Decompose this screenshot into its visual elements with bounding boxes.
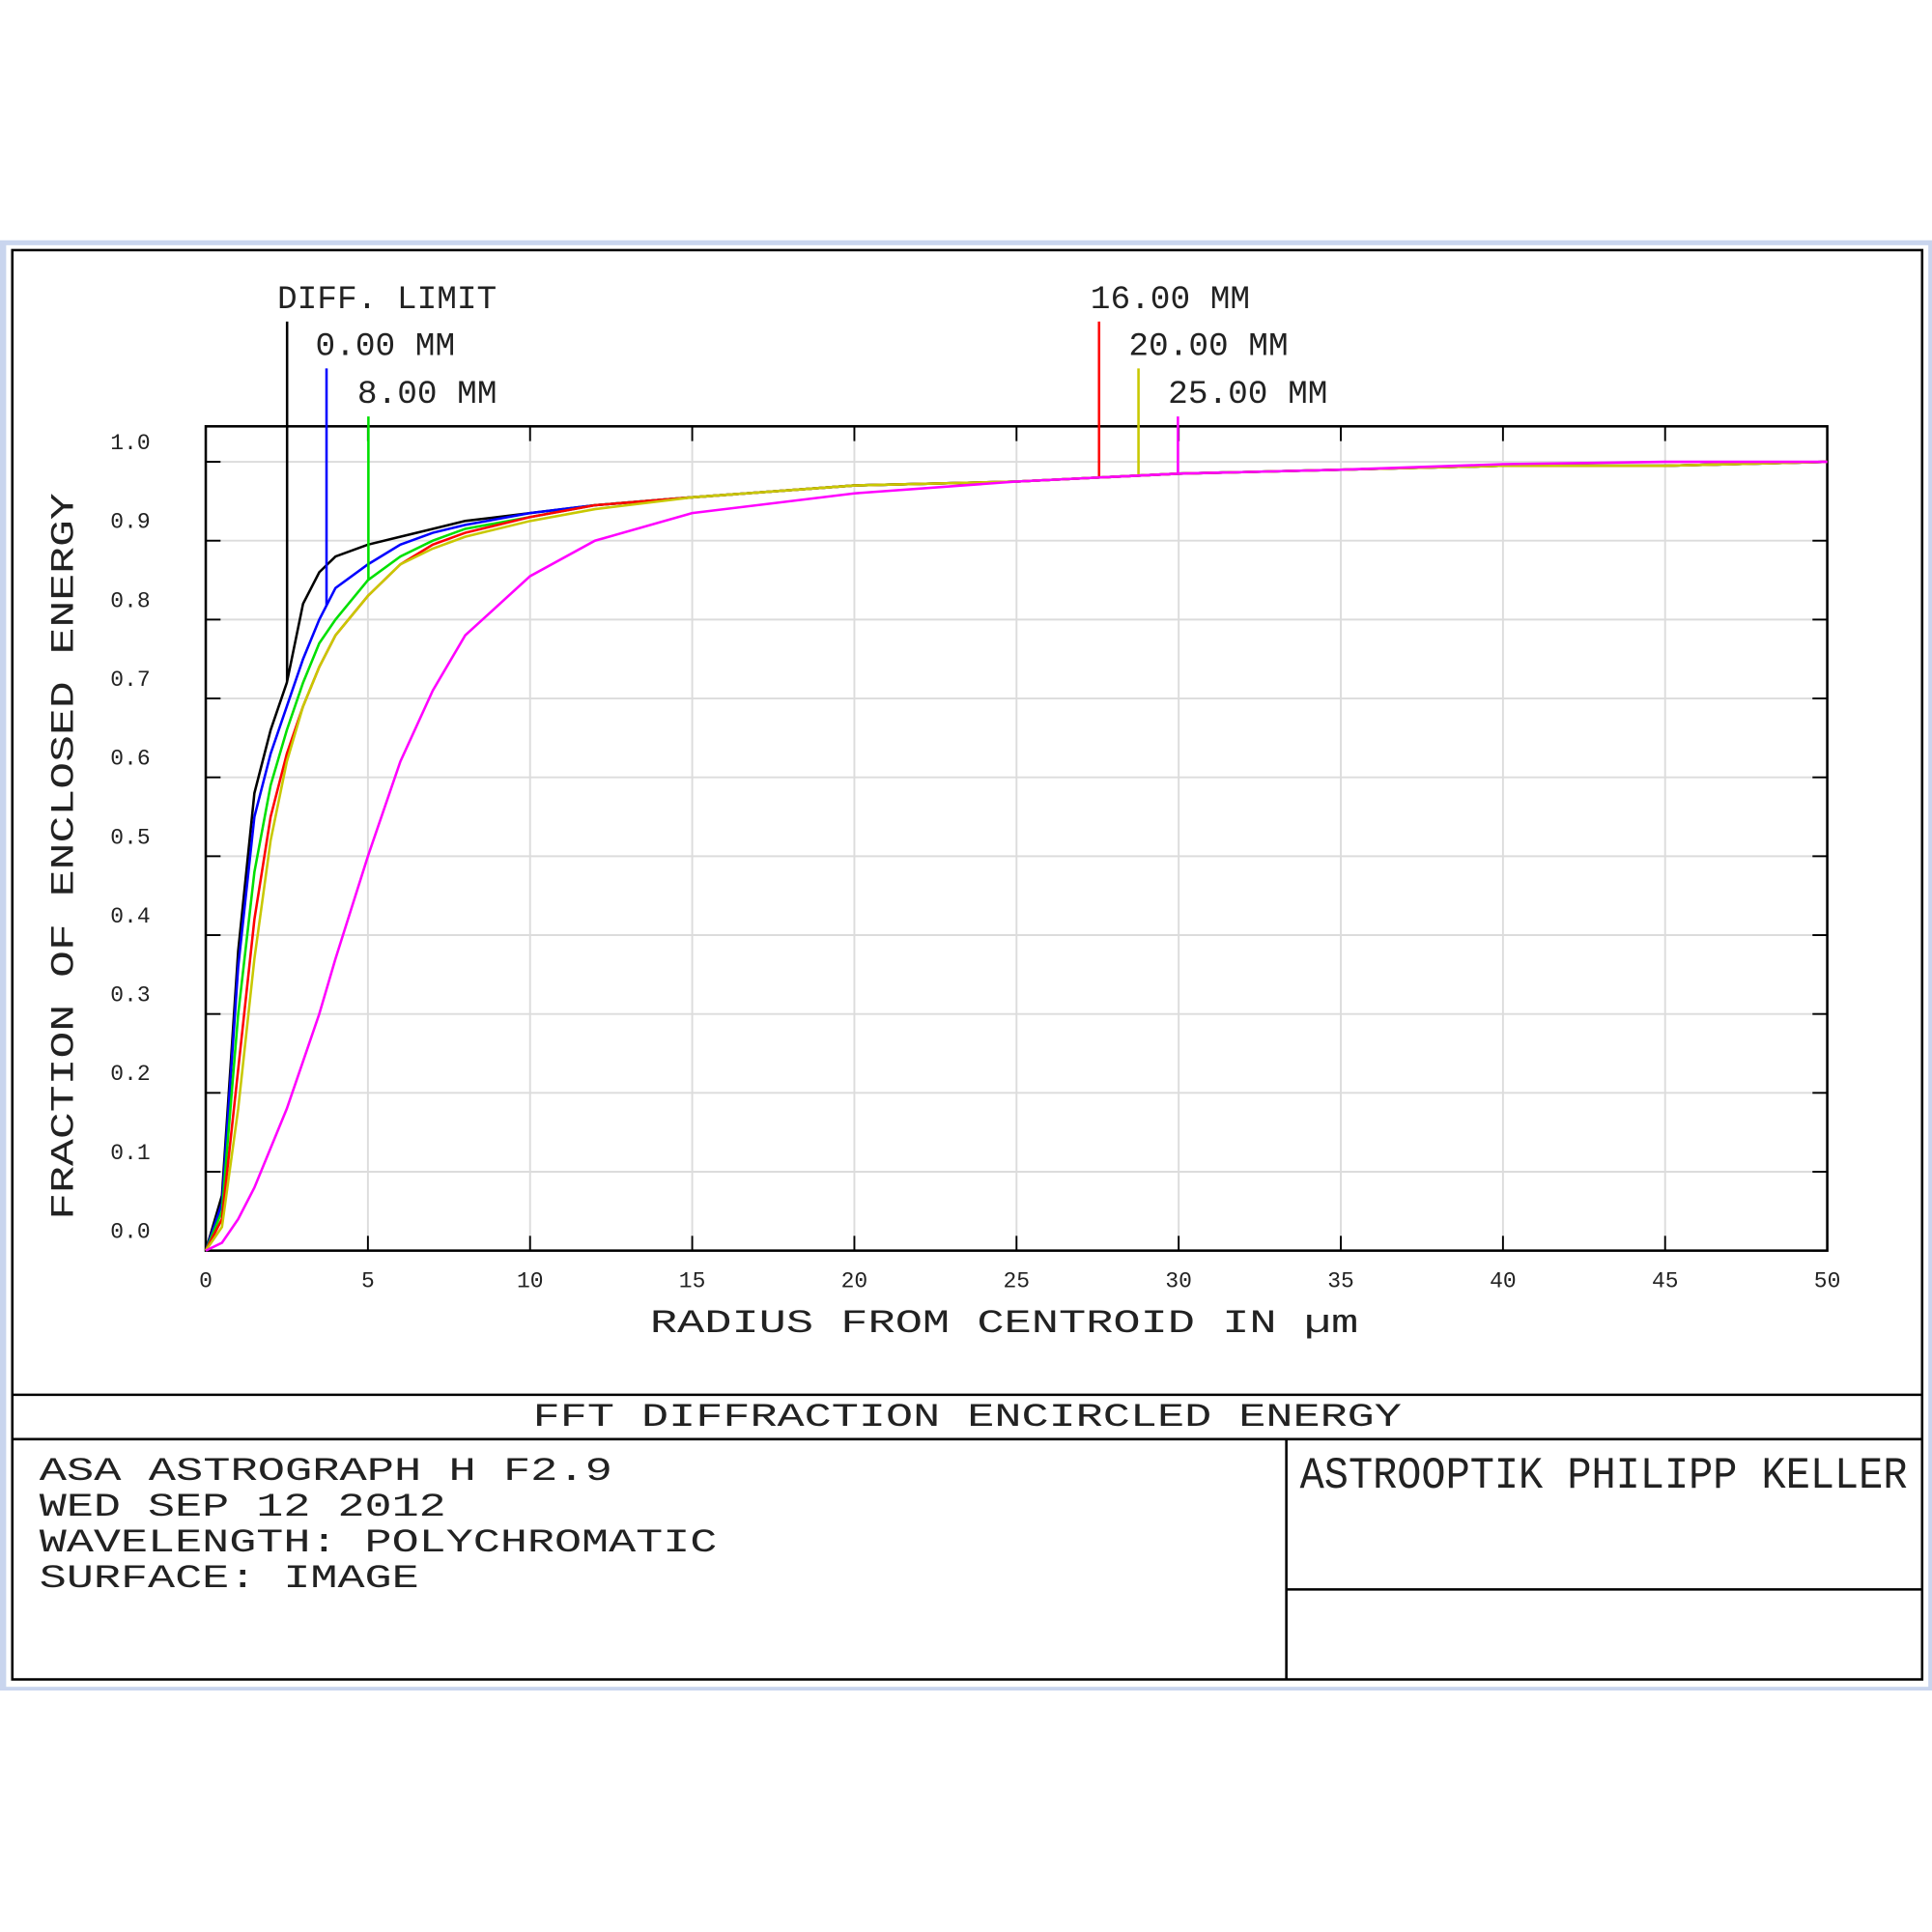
y-tick-label: 0.5 xyxy=(110,825,150,850)
x-tick-label: 30 xyxy=(1165,1269,1192,1294)
x-tick-label: 45 xyxy=(1652,1269,1679,1294)
y-tick-label: 0.3 xyxy=(110,983,150,1009)
x-tick-label: 20 xyxy=(841,1269,868,1294)
y-tick-label: 0.8 xyxy=(110,588,150,613)
y-tick-label: 0.1 xyxy=(110,1141,150,1166)
x-tick-label: 50 xyxy=(1814,1269,1841,1294)
x-tick-label: 15 xyxy=(679,1269,706,1294)
legend-label: DIFF. LIMIT xyxy=(277,281,497,319)
y-tick-label: 0.2 xyxy=(110,1062,150,1087)
info-line: SURFACE: IMAGE xyxy=(40,1560,419,1598)
chart-title: FFT DIFFRACTION ENCIRCLED ENERGY xyxy=(533,1399,1403,1436)
x-tick-label: 40 xyxy=(1490,1269,1517,1294)
info-line: WAVELENGTH: POLYCHROMATIC xyxy=(40,1524,718,1562)
legend-label: 20.00 MM xyxy=(1128,328,1288,366)
legend-label: 8.00 MM xyxy=(357,376,497,413)
x-tick-label: 10 xyxy=(517,1269,544,1294)
plot-frame xyxy=(204,425,1829,1252)
y-tick-label: 0.7 xyxy=(110,668,150,693)
y-axis-label: FRACTION OF ENCLOSED ENERGY xyxy=(45,493,83,1220)
frame xyxy=(11,248,1924,1681)
y-tick-label: 0.0 xyxy=(110,1220,150,1245)
x-axis-label: RADIUS FROM CENTROID IN µm xyxy=(650,1305,1358,1343)
x-tick-label: 25 xyxy=(1004,1269,1031,1294)
legend-label: 25.00 MM xyxy=(1168,376,1327,413)
y-tick-label: 0.6 xyxy=(110,747,150,772)
x-tick-label: 35 xyxy=(1327,1269,1354,1294)
y-tick-label: 0.9 xyxy=(110,510,150,535)
x-tick-label: 5 xyxy=(361,1269,375,1294)
company: ASTROOPTIK PHILIPP KELLER xyxy=(1300,1451,1908,1501)
info-line: WED SEP 12 2012 xyxy=(40,1489,446,1526)
y-tick-label: 1.0 xyxy=(110,431,150,456)
series-line xyxy=(205,460,1828,1252)
x-tick-label: 0 xyxy=(199,1269,213,1294)
legend-label: 0.00 MM xyxy=(316,328,456,366)
y-tick-label: 0.4 xyxy=(110,904,150,929)
legend-label: 16.00 MM xyxy=(1091,281,1250,319)
info-line: ASA ASTROGRAPH H F2.9 xyxy=(40,1453,612,1491)
